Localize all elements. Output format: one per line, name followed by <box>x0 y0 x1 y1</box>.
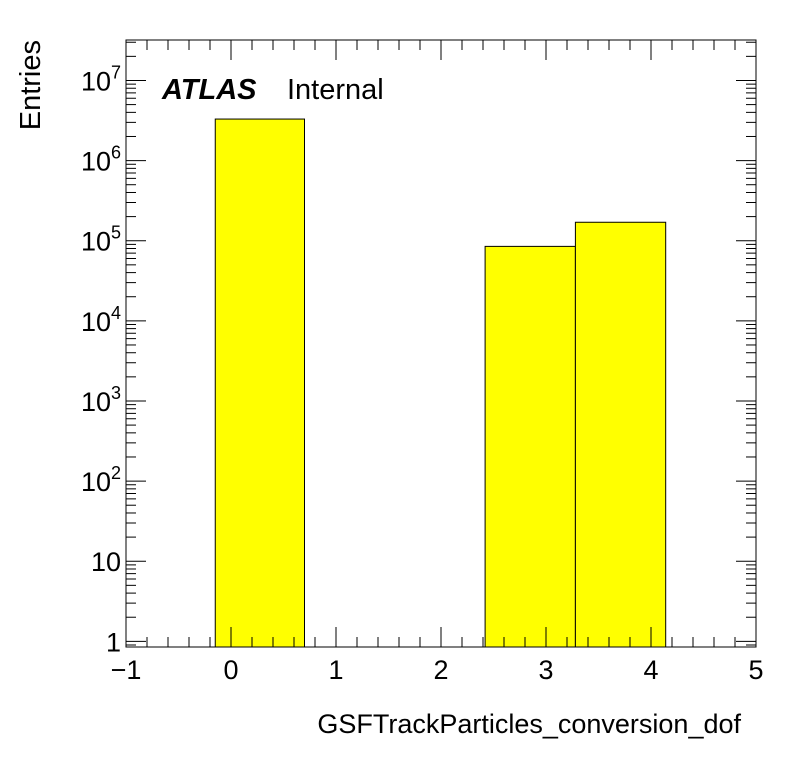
x-axis-label: GSFTrackParticles_conversion_dof <box>317 709 741 739</box>
y-tick-label: 106 <box>81 143 121 177</box>
y-tick-label: 102 <box>81 463 121 497</box>
internal-label: Internal <box>287 74 384 106</box>
y-tick-label: 105 <box>81 223 121 257</box>
x-tick-label: 1 <box>328 655 343 685</box>
x-tick-label: 3 <box>538 655 553 685</box>
y-axis-label: Entries <box>15 40 47 130</box>
x-tick-label: 2 <box>433 655 448 685</box>
y-tick-label: 1 <box>106 627 121 657</box>
y-tick-label: 107 <box>81 62 121 96</box>
x-tick-label: 0 <box>223 655 238 685</box>
y-tick-label: 10 <box>91 547 121 577</box>
x-tick-label: 4 <box>643 655 658 685</box>
plot-frame <box>125 39 757 648</box>
y-tick-label: 103 <box>81 383 121 417</box>
histogram-bar-0 <box>214 118 305 648</box>
histogram-bar-3 <box>484 245 576 648</box>
y-tick-label: 104 <box>81 303 121 337</box>
x-tick-label: −1 <box>111 655 142 685</box>
x-tick-labels: −1 0 1 2 3 4 5 <box>111 655 764 685</box>
bars-layer <box>214 118 667 648</box>
y-tick-labels: 1 10 102 103 104 105 106 107 <box>81 62 121 657</box>
histogram-bar-4 <box>574 221 667 648</box>
x-tick-label: 5 <box>748 655 763 685</box>
atlas-label: ATLAS <box>161 74 257 106</box>
ticks-layer <box>125 40 757 647</box>
